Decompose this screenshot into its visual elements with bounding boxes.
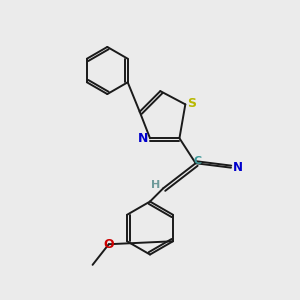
Text: C: C [193, 156, 202, 166]
Text: N: N [232, 161, 242, 174]
Text: O: O [103, 238, 114, 251]
Text: H: H [151, 180, 160, 190]
Text: N: N [137, 132, 148, 145]
Text: S: S [187, 97, 196, 110]
